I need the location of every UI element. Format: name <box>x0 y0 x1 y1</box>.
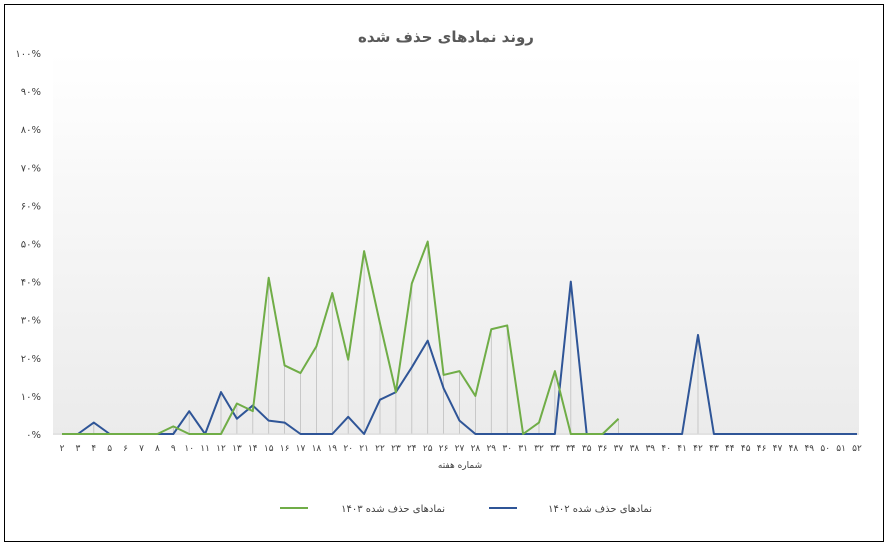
x-tick-label: ۱۶ <box>280 444 290 454</box>
x-axis-title: شماره هفته <box>438 461 482 471</box>
x-tick-label: ۴۴ <box>725 444 735 454</box>
x-tick-label: ۴۹ <box>804 444 814 454</box>
x-tick-label: ۲۵ <box>423 444 433 454</box>
x-tick-label: ۲۰ <box>343 444 353 454</box>
y-tick-label: ۱۰% <box>21 392 41 403</box>
x-tick-label: ۲ <box>60 444 65 454</box>
x-tick-label: ۱۷ <box>296 444 306 454</box>
x-tick-label: ۴۲ <box>693 444 703 454</box>
x-tick-label: ۶ <box>123 444 128 454</box>
line-chart: روند نمادهای حذف شده ۰%۱۰%۲۰%۳۰%۴۰%۵۰%۶۰… <box>15 28 862 515</box>
x-tick-label: ۵۱ <box>836 444 846 454</box>
legend: نمادهای حذف شده ۱۴۰۳ نمادهای حذف شده ۱۴۰۲ <box>280 504 652 515</box>
x-tick-label: ۳۵ <box>582 444 592 454</box>
y-tick-label: ۱۰۰% <box>15 49 41 60</box>
chart-frame: روند نمادهای حذف شده ۰% ۱۰% ۲۰% ۳۰% ۴۰% ۵۰% ۶۰… <box>4 4 884 542</box>
series-line-0 <box>62 240 620 435</box>
series-group <box>62 240 857 435</box>
x-tick-label: ۵۰ <box>820 444 830 454</box>
y-tick-label: ۶۰% <box>21 201 41 212</box>
x-tick-label: ۸ <box>155 444 160 454</box>
y-axis: ۰% ۱۰% ۲۰% ۳۰% ۴۰% ۵۰% ۶۰% ۷۰% ۸۰% ۹۰% ۱۰۰% <box>15 49 41 441</box>
y-tick-label: ۲۰% <box>21 354 41 365</box>
x-tick-label: ۴۱ <box>677 444 687 454</box>
x-tick-label: ۳۲ <box>534 444 544 454</box>
x-tick-label: ۱۲ <box>216 444 226 454</box>
x-tick-label: ۳۷ <box>614 444 624 454</box>
y-tick-label: ۷۰% <box>21 163 41 174</box>
chart-title: روند نمادهای حذف شده <box>358 28 534 46</box>
x-tick-label: ۱۳ <box>232 444 242 454</box>
y-tick-label: ۰% <box>26 430 41 441</box>
x-tick-label: ۴۳ <box>709 444 719 454</box>
x-tick-label: ۱۱ <box>200 444 210 454</box>
x-tick-label: ۳۸ <box>630 444 640 454</box>
x-tick-label: ۴۸ <box>789 444 799 454</box>
x-tick-label: ۳ <box>75 444 80 454</box>
x-tick-label: ۳۳ <box>550 444 560 454</box>
y-tick-label: ۵۰% <box>21 240 41 251</box>
legend-label: نمادهای حذف شده ۱۴۰۳ <box>341 504 445 515</box>
x-tick-label: ۲۲ <box>375 444 385 454</box>
y-tick-label: ۳۰% <box>21 316 41 327</box>
x-tick-label: ۴۰ <box>661 444 671 454</box>
x-tick-label: ۲۷ <box>455 444 465 454</box>
x-axis: ۲ ۳ ۴ ۵ ۶ ۷ ۸ ۹ ۱۰ ۱۱ ۱۲ ۱۳ ۱۴ ۱۵ ۱۶ ۱۷ ۱۸ ۱۹ ۲۰ ۲۱ ۲۲ ۲۳ ۲۴ ۲۵… <box>60 444 862 454</box>
x-tick-label: ۵۲ <box>852 444 862 454</box>
x-tick-label: ۲۶ <box>439 444 449 454</box>
x-tick-label: ۱۸ <box>312 444 322 454</box>
x-tick-label: ۱۴ <box>248 444 258 454</box>
x-tick-label: ۳۱ <box>518 444 528 454</box>
x-tick-label: ۲۳ <box>391 444 401 454</box>
x-tick-label: ۳۴ <box>566 444 576 454</box>
x-tick-label: ۲۴ <box>407 444 417 454</box>
x-tick-label: ۳۶ <box>598 444 608 454</box>
x-tick-label: ۴۷ <box>773 444 783 454</box>
y-tick-label: ۸۰% <box>21 125 41 136</box>
x-tick-label: ۳۹ <box>645 444 655 454</box>
y-tick-label: ۹۰% <box>21 87 41 98</box>
x-tick-label: ۲۹ <box>486 444 496 454</box>
plot-area <box>53 53 859 435</box>
x-tick-label: ۴۵ <box>741 444 751 454</box>
x-tick-label: ۴ <box>91 444 96 454</box>
x-tick-label: ۵ <box>107 444 112 454</box>
x-tick-label: ۴۶ <box>757 444 767 454</box>
x-tick-label: ۷ <box>139 444 144 454</box>
x-tick-label: ۱۰ <box>184 444 194 454</box>
x-tick-label: ۲۸ <box>471 444 481 454</box>
legend-label: نمادهای حذف شده ۱۴۰۲ <box>548 504 652 515</box>
x-tick-label: ۲۱ <box>359 444 369 454</box>
x-tick-label: ۱۹ <box>327 444 337 454</box>
x-tick-label: ۳۰ <box>502 444 512 454</box>
series-line-1 <box>62 280 857 435</box>
y-tick-label: ۴۰% <box>21 278 41 289</box>
x-tick-label: ۱۵ <box>264 444 274 454</box>
x-tick-label: ۹ <box>171 444 176 454</box>
